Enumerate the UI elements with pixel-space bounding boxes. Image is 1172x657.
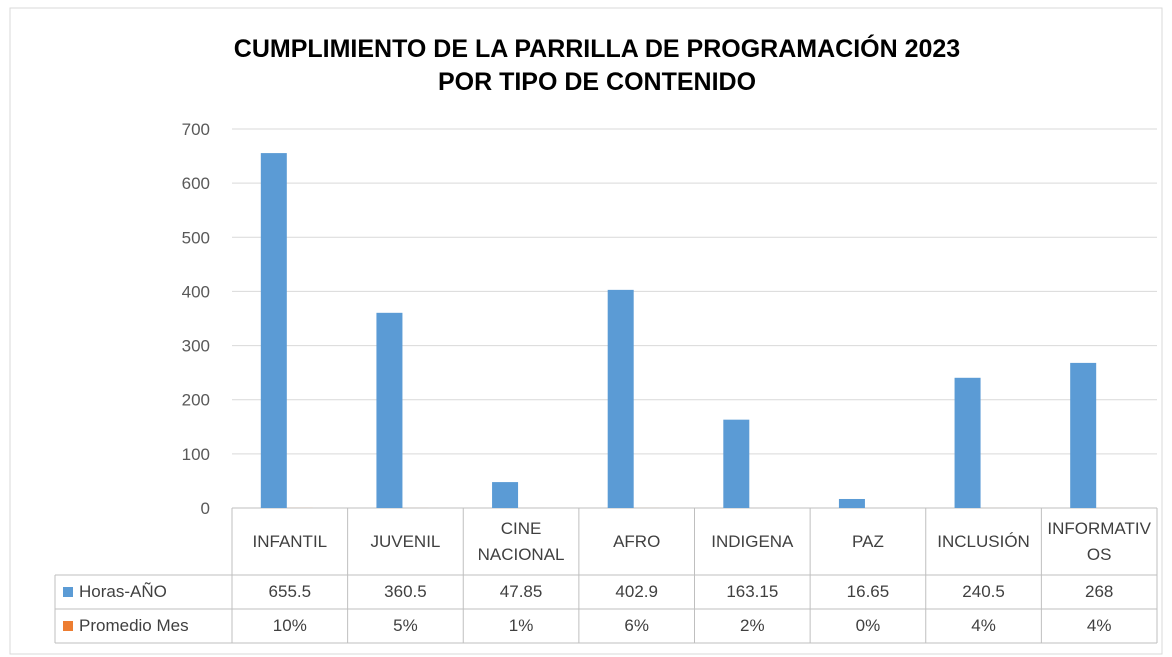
y-tick-label: 200 bbox=[182, 391, 210, 410]
x-tick-label: INFANTIL bbox=[252, 531, 328, 551]
chart-border bbox=[9, 7, 1163, 655]
y-tick-label: 0 bbox=[201, 499, 210, 518]
bar bbox=[492, 482, 519, 508]
data-label: 655.5 bbox=[268, 582, 312, 601]
chart-title: POR TIPO DE CONTENIDO bbox=[438, 68, 756, 96]
x-tick-label: INCLUSIÓN bbox=[937, 531, 1030, 551]
data-label: 6% bbox=[624, 616, 649, 635]
data-label: 1% bbox=[508, 616, 534, 635]
y-tick-label: 600 bbox=[182, 174, 210, 193]
x-tick-label: CINE NACIONAL bbox=[477, 518, 565, 564]
legend-label: Promedio Mes bbox=[79, 616, 189, 635]
x-tick-label: JUVENIL bbox=[370, 531, 441, 551]
data-label: 5% bbox=[393, 616, 418, 635]
bar bbox=[838, 498, 865, 508]
bar bbox=[260, 153, 287, 508]
data-label: 360.5 bbox=[384, 582, 427, 601]
data-label: 16.65 bbox=[846, 582, 890, 601]
x-tick-label: INDIGENA bbox=[711, 531, 794, 551]
data-label: 4% bbox=[971, 616, 996, 635]
y-tick-label: 100 bbox=[182, 445, 210, 464]
legend-key bbox=[63, 621, 73, 631]
x-tick-label: PAZ bbox=[852, 531, 884, 551]
bar bbox=[376, 312, 403, 508]
legend-entry: Promedio Mes bbox=[55, 609, 232, 643]
data-label: 2% bbox=[740, 616, 765, 635]
bar bbox=[607, 289, 634, 508]
data-label: 0% bbox=[855, 616, 881, 635]
data-label: 10% bbox=[272, 616, 307, 635]
data-label: 240.5 bbox=[962, 582, 1005, 601]
data-label: 4% bbox=[1086, 616, 1112, 635]
legend-label: Horas-AÑO bbox=[79, 582, 167, 601]
data-label: 47.85 bbox=[499, 582, 543, 601]
data-label: 163.15 bbox=[726, 582, 779, 601]
data-label: 402.9 bbox=[615, 582, 658, 601]
y-tick-label: 700 bbox=[182, 120, 210, 139]
x-tick-label: AFRO bbox=[613, 531, 661, 551]
chart-title: CUMPLIMIENTO DE LA PARRILLA DE PROGRAMAC… bbox=[234, 33, 960, 63]
data-label: 268 bbox=[1085, 582, 1114, 601]
bar bbox=[723, 419, 750, 508]
bar bbox=[954, 377, 981, 508]
bar bbox=[1070, 362, 1097, 508]
y-tick-label: 400 bbox=[182, 282, 210, 301]
x-tick-label: INFORMATIVOS bbox=[1047, 518, 1151, 564]
legend-key bbox=[63, 587, 73, 597]
legend-entry: Horas-AÑO bbox=[55, 575, 232, 609]
y-tick-label: 300 bbox=[182, 337, 210, 356]
y-tick-label: 500 bbox=[182, 228, 210, 247]
